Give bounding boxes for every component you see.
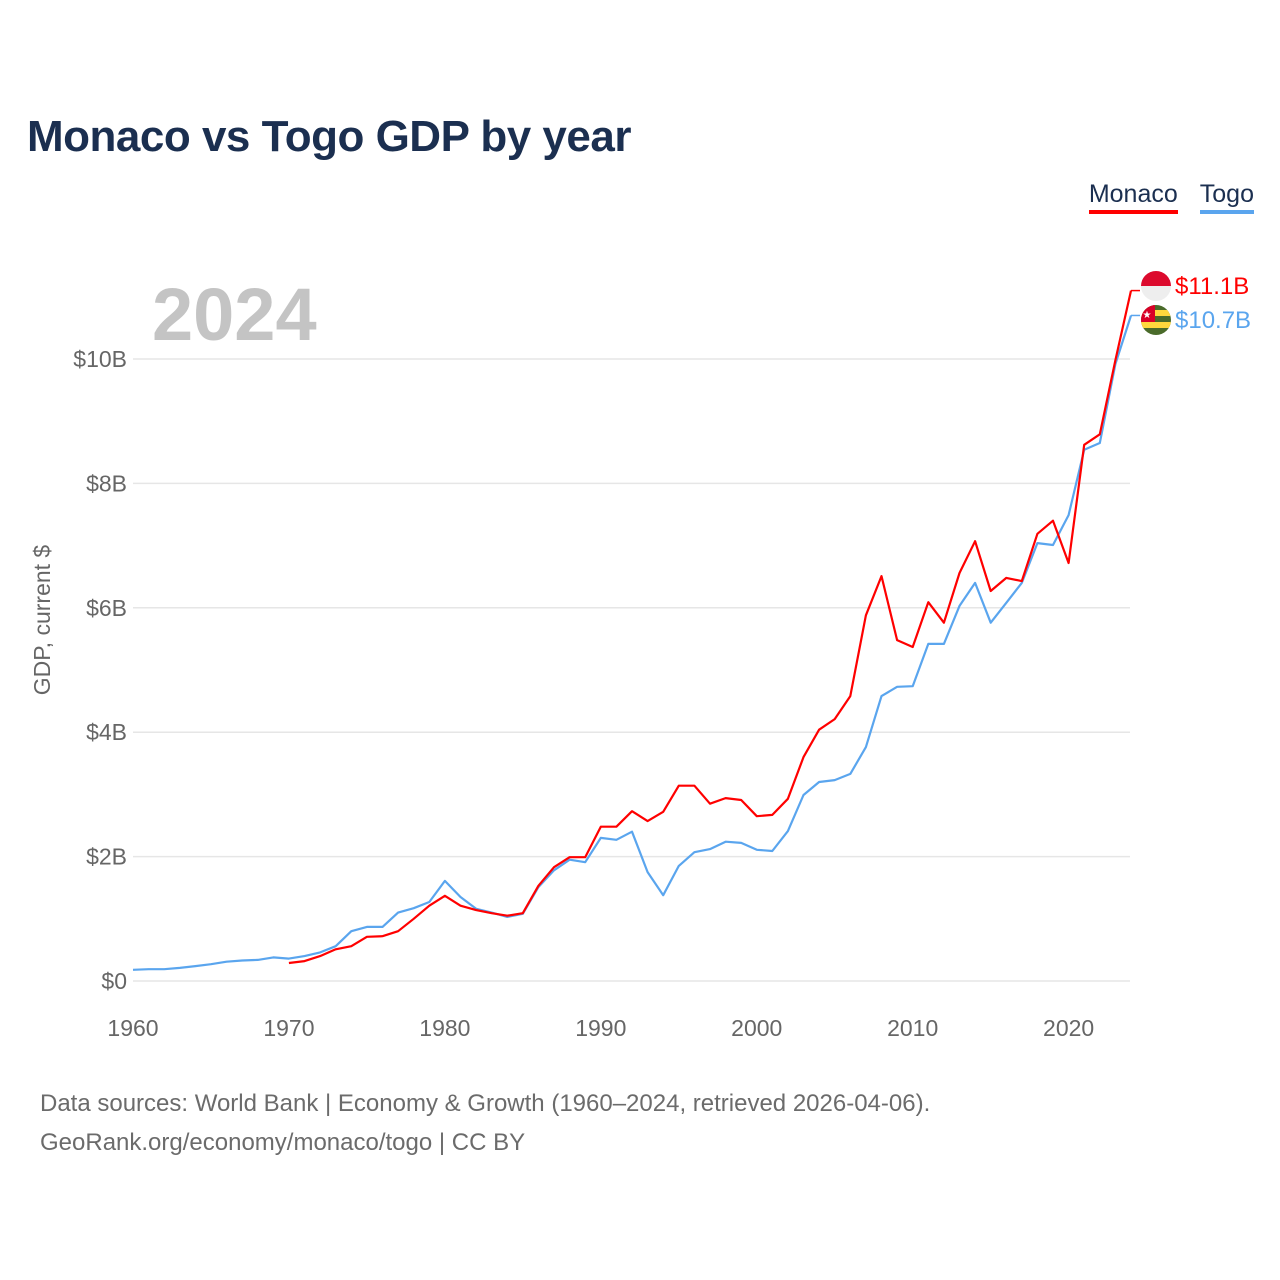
y-tick-label: $10B xyxy=(73,346,127,372)
x-tick-label: 1970 xyxy=(263,1015,314,1041)
footer: Data sources: World Bank | Economy & Gro… xyxy=(40,1084,930,1162)
x-tick-label: 1990 xyxy=(575,1015,626,1041)
x-tick-label: 1960 xyxy=(107,1015,158,1041)
svg-text:★: ★ xyxy=(1143,310,1152,321)
x-tick-label: 2000 xyxy=(731,1015,782,1041)
y-tick-label: $2B xyxy=(86,844,127,870)
monaco-end-value: $11.1B xyxy=(1175,273,1249,300)
y-tick-label: $6B xyxy=(86,595,127,621)
y-axis-label: GDP, current $ xyxy=(29,545,55,696)
data-source-text: Data sources: World Bank | Economy & Gro… xyxy=(40,1090,931,1117)
series-line-monaco xyxy=(288,290,1133,965)
current-year-label: 2024 xyxy=(152,273,317,356)
legend-item-togo[interactable]: Togo xyxy=(1199,180,1254,214)
y-tick-label: $4B xyxy=(86,719,127,745)
monaco-flag-icon xyxy=(1141,271,1171,301)
togo-end-value: $10.7B xyxy=(1175,307,1251,334)
legend: Monaco Togo xyxy=(1088,180,1254,214)
togo-flag-icon: ★ xyxy=(1141,305,1171,335)
legend-item-monaco[interactable]: Monaco xyxy=(1088,180,1178,214)
x-tick-label: 2020 xyxy=(1043,1015,1094,1041)
y-tick-label: $8B xyxy=(86,470,127,496)
x-tick-label: 2010 xyxy=(887,1015,938,1041)
x-tick-label: 1980 xyxy=(419,1015,470,1041)
chart-title: Monaco vs Togo GDP by year xyxy=(27,112,631,161)
y-tick-label: $0 xyxy=(101,968,127,994)
source-link[interactable]: GeoRank.org/economy/monaco/togo | CC BY xyxy=(40,1129,526,1156)
series-line-togo xyxy=(132,315,1133,971)
